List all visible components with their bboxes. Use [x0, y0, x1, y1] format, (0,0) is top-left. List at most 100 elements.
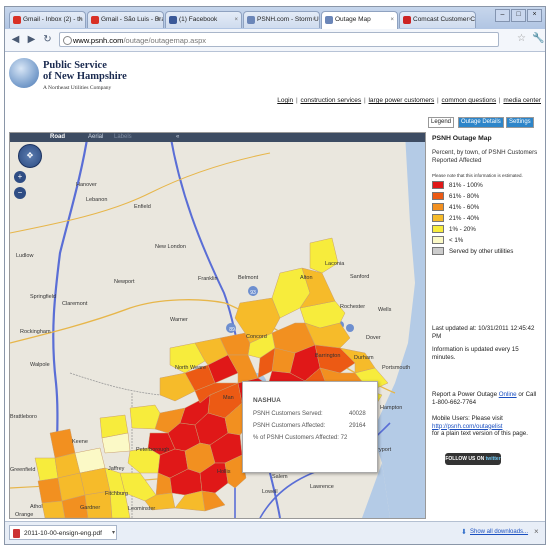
- map-view-labels[interactable]: Labels: [114, 134, 132, 140]
- legend-swatch: [432, 214, 444, 222]
- bookmark-star-icon[interactable]: ☆: [517, 33, 526, 44]
- outage-map[interactable]: 89 93: [9, 132, 426, 519]
- show-all-downloads-link[interactable]: Show all downloads...: [470, 529, 529, 535]
- svg-text:Leominster: Leominster: [128, 506, 155, 512]
- svg-text:Warner: Warner: [170, 317, 188, 323]
- legend-label: Served by other utilities: [449, 248, 514, 255]
- nav-separator: |: [362, 97, 368, 104]
- svg-text:Fitchburg: Fitchburg: [105, 491, 128, 497]
- tab-close-icon[interactable]: ×: [234, 17, 238, 23]
- svg-text:Peterborough: Peterborough: [136, 447, 169, 453]
- web-page: Public Service of New Hampshire A Northe…: [5, 52, 545, 521]
- popup-town-name: NASHUA: [253, 397, 281, 404]
- svg-text:Rochester: Rochester: [340, 304, 365, 310]
- wrench-icon[interactable]: 🔧: [532, 33, 545, 44]
- nav-link[interactable]: large power customers: [368, 97, 435, 104]
- tab-favicon-icon: [91, 16, 99, 24]
- svg-text:Ludlow: Ludlow: [16, 253, 33, 259]
- zoom-out-icon[interactable]: −: [14, 187, 26, 199]
- site-logo-title[interactable]: Public Service of New Hampshire: [43, 60, 127, 82]
- tab-outage-details[interactable]: Outage Details: [458, 117, 504, 128]
- tab-label: Comcast Customer C: [413, 16, 476, 23]
- tab-close-icon[interactable]: ×: [78, 17, 82, 23]
- browser-tab[interactable]: Gmail - Inbox (2) - th ×: [9, 11, 86, 28]
- popup-row-percent: % of PSNH Customers Affected: 72: [253, 435, 348, 441]
- nav-link[interactable]: Login: [277, 97, 294, 104]
- top-nav: Login | construction services | large po…: [277, 97, 541, 104]
- tab-label: Gmail - São Luis - Bra: [101, 16, 164, 23]
- map-view-road[interactable]: Road: [50, 134, 65, 140]
- tab-label: PSNH.com - Storm U: [257, 16, 319, 23]
- legend-label: 1% - 20%: [449, 226, 476, 233]
- nav-link[interactable]: common questions: [441, 97, 497, 104]
- tab-favicon-icon: [169, 16, 177, 24]
- popup-row-affected: PSNH Customers Affected: 29164: [253, 423, 366, 429]
- svg-text:Dover: Dover: [366, 335, 381, 341]
- reload-icon[interactable]: ↻: [43, 34, 52, 45]
- svg-text:Belmont: Belmont: [238, 275, 259, 281]
- tab-legend[interactable]: Legend: [428, 117, 455, 128]
- last-updated: Last updated at: 10/31/2011 12:45:42 PM: [432, 325, 535, 340]
- svg-text:Enfield: Enfield: [134, 204, 151, 210]
- zoom-in-icon[interactable]: +: [14, 171, 26, 183]
- nav-separator: |: [497, 97, 503, 104]
- tab-settings[interactable]: Settings: [506, 117, 534, 128]
- url-path: /outage/outagemap.aspx: [123, 36, 206, 45]
- svg-text:Sanford: Sanford: [350, 274, 369, 280]
- svg-text:Greenfield: Greenfield: [10, 467, 35, 473]
- follow-twitter-button[interactable]: FOLLOW US ON twitter: [445, 453, 501, 465]
- legend-swatch: [432, 236, 444, 244]
- browser-tab[interactable]: Comcast Customer C ×: [399, 11, 476, 28]
- svg-text:Springfield: Springfield: [30, 294, 56, 300]
- tab-close-icon[interactable]: ×: [390, 17, 394, 23]
- download-item[interactable]: 2011-10-00-ensign-eng.pdf ▾: [9, 525, 117, 540]
- svg-text:Portsmouth: Portsmouth: [382, 365, 410, 371]
- report-online-link[interactable]: Online: [498, 391, 517, 398]
- browser-window: Gmail - Inbox (2) - th × Gmail - São Luis …: [4, 6, 546, 545]
- nav-link[interactable]: media center: [503, 97, 541, 104]
- svg-text:New London: New London: [155, 244, 186, 250]
- map-view-aerial[interactable]: Aerial: [88, 134, 104, 140]
- downloads-icon: ⬇: [461, 529, 467, 536]
- tab-close-icon[interactable]: ×: [468, 17, 472, 23]
- svg-text:Lawrence: Lawrence: [310, 484, 334, 490]
- nav-link[interactable]: construction services: [300, 97, 362, 104]
- report-outage-text: Report a Power Outage Online or Call 1-8…: [432, 391, 537, 406]
- browser-tab[interactable]: Outage Map ×: [321, 11, 398, 29]
- map-pan-compass-icon[interactable]: ✥: [18, 144, 42, 168]
- browser-tab[interactable]: PSNH.com - Storm U ×: [243, 11, 320, 28]
- svg-text:Jaffrey: Jaffrey: [108, 466, 125, 472]
- tab-favicon-icon: [13, 16, 21, 24]
- outage-town-polygons[interactable]: [34, 237, 389, 518]
- browser-tab[interactable]: Gmail - São Luis - Bra ×: [87, 11, 164, 28]
- browser-tab[interactable]: (1) Facebook ×: [165, 11, 242, 28]
- update-frequency: Information is updated every 15 minutes.: [432, 346, 519, 361]
- svg-text:Gardner: Gardner: [80, 505, 100, 511]
- close-window-button[interactable]: ×: [527, 9, 542, 22]
- mobile-outage-list-link[interactable]: http://psnh.com/outagelist: [432, 422, 503, 430]
- svg-text:Brattleboro: Brattleboro: [10, 414, 37, 420]
- forward-arrow-icon[interactable]: ▶: [27, 34, 36, 45]
- back-arrow-icon[interactable]: ◀: [11, 34, 20, 45]
- legend-label: 41% - 60%: [449, 204, 480, 211]
- map-canvas[interactable]: 89 93: [10, 133, 425, 518]
- download-filename: 2011-10-00-ensign-eng.pdf: [24, 530, 102, 537]
- svg-text:Newport: Newport: [114, 279, 135, 285]
- legend-note: Please note that this information is est…: [432, 173, 523, 178]
- svg-text:Barrington: Barrington: [315, 353, 340, 359]
- legend-label: 81% - 100%: [449, 182, 483, 189]
- browser-toolbar: ◀ ▶ ↻ www.psnh.com/outage/outagemap.aspx…: [5, 29, 545, 52]
- legend-label: < 1%: [449, 237, 464, 244]
- address-bar[interactable]: www.psnh.com/outage/outagemap.aspx: [59, 32, 499, 47]
- mobile-users-text: Mobile Users: Please visit http://psnh.co…: [432, 415, 528, 437]
- map-sidebar: Legend Outage Details Settings PSNH Outa…: [428, 117, 545, 521]
- tab-close-icon[interactable]: ×: [156, 17, 160, 23]
- maximize-button[interactable]: □: [511, 9, 526, 22]
- nav-separator: |: [435, 97, 441, 104]
- dropdown-arrow-icon[interactable]: ▾: [111, 530, 115, 536]
- url-domain: www.psnh.com: [73, 36, 124, 45]
- minimize-button[interactable]: –: [495, 9, 510, 22]
- close-download-bar-icon[interactable]: ×: [534, 527, 539, 536]
- tab-close-icon[interactable]: ×: [312, 17, 316, 23]
- map-collapse-toggle[interactable]: «: [176, 134, 180, 140]
